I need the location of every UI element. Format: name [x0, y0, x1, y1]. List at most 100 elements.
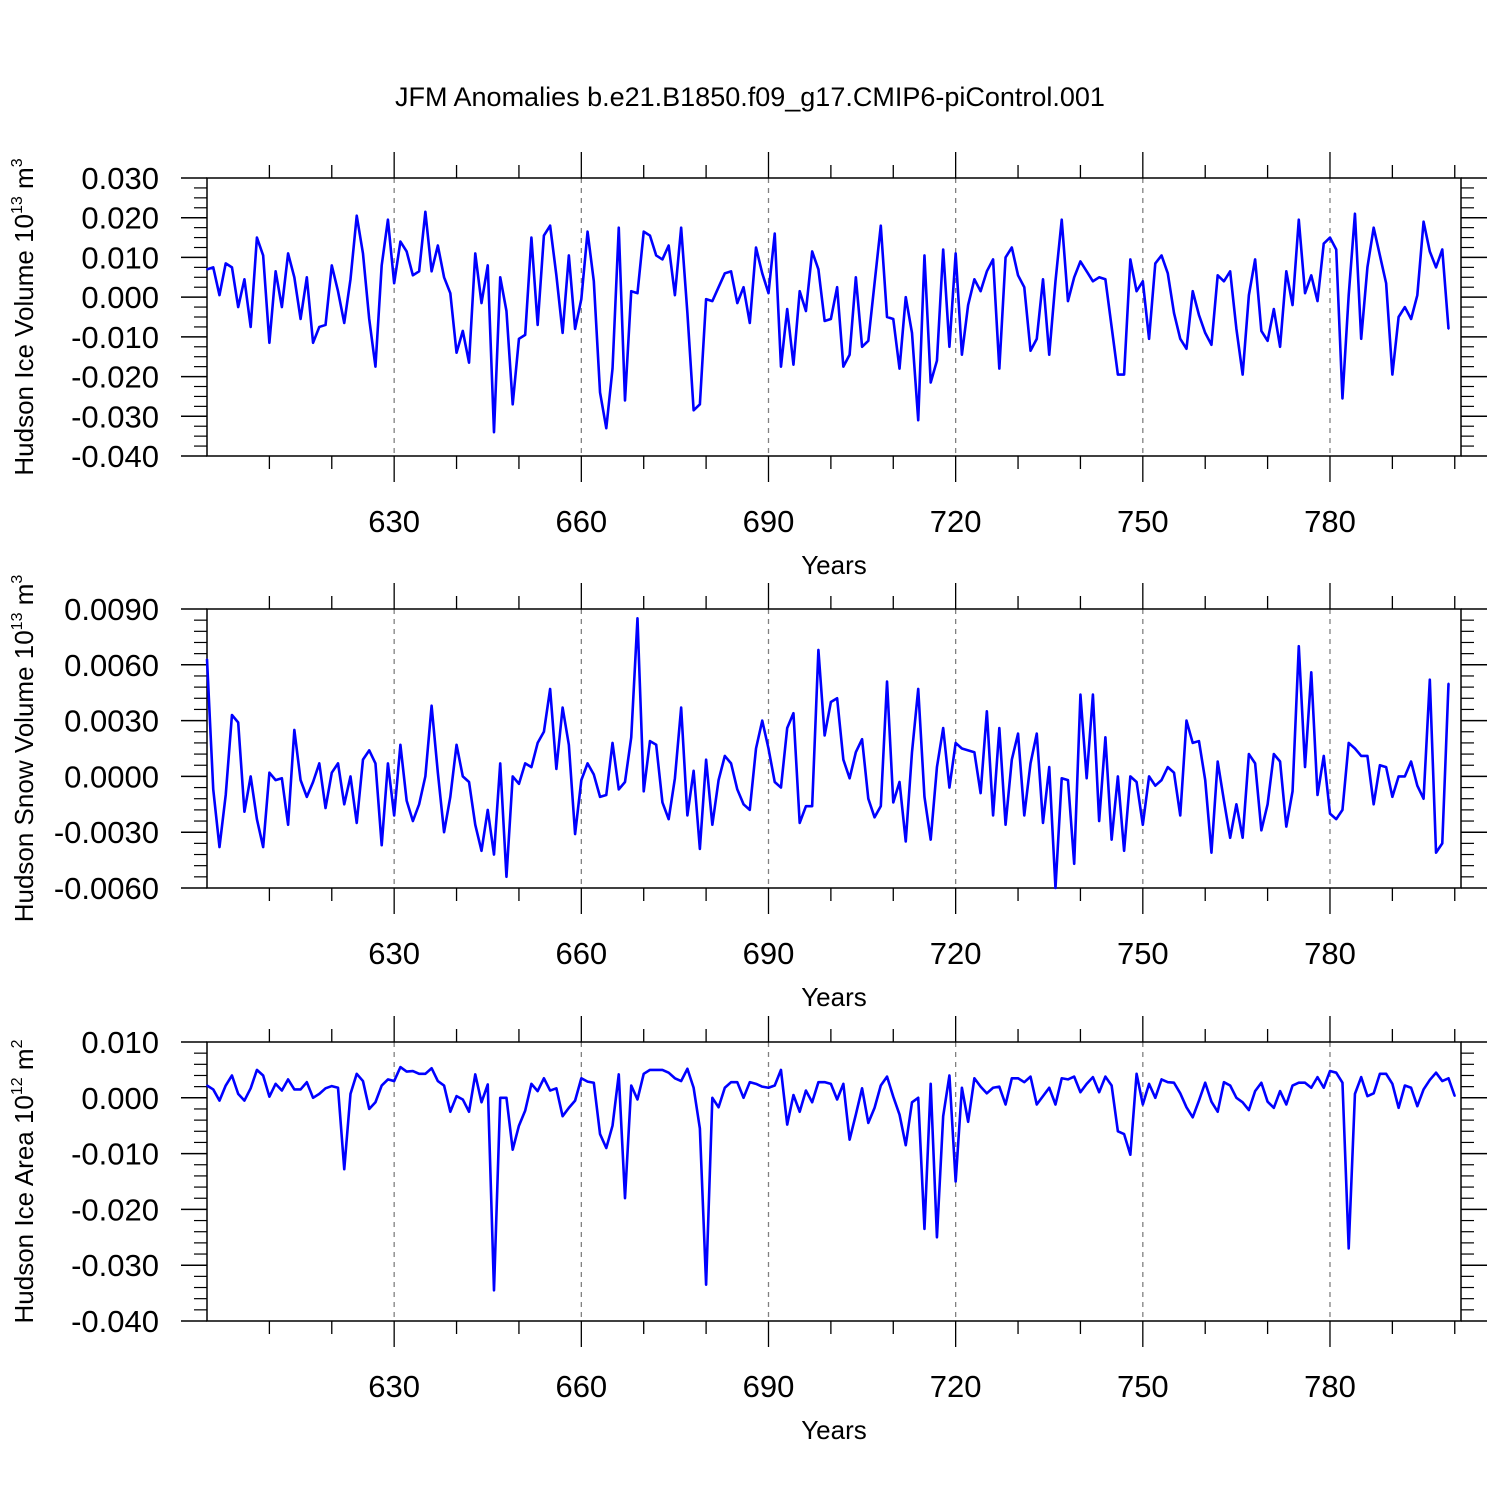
data-point [823, 1081, 826, 1084]
data-point [892, 1095, 895, 1098]
data-point [480, 849, 483, 852]
data-point [249, 775, 252, 778]
chart-panel-2: -0.0060 -0.0030 0.0000 0.0030 0.0060 0.0090 63… [9, 575, 1487, 1012]
data-point [418, 1072, 421, 1075]
data-point [262, 254, 265, 257]
data-point [237, 1092, 240, 1095]
data-point [1129, 1153, 1132, 1156]
data-point [767, 292, 770, 295]
data-point [505, 875, 508, 878]
data-point [499, 276, 502, 279]
data-point [580, 1077, 583, 1080]
data-point [511, 403, 514, 406]
data-point [567, 254, 570, 257]
data-point [667, 1071, 670, 1074]
x-tick-label-780: 780 [1304, 504, 1356, 539]
data-point [698, 403, 701, 406]
data-point [742, 286, 745, 289]
data-point [405, 799, 408, 802]
data-point [1010, 1077, 1013, 1080]
data-point [293, 276, 296, 279]
data-point [1129, 258, 1132, 261]
data-point [1042, 1095, 1044, 1098]
data-point [592, 1081, 595, 1084]
data-point [1235, 1096, 1238, 1099]
data-point [1372, 1092, 1375, 1095]
data-point [436, 244, 439, 247]
data-point [436, 1080, 439, 1082]
data-point [206, 1084, 208, 1087]
y-tick-label: 0.000 [81, 280, 159, 315]
data-point [848, 777, 851, 780]
y-tick-label: 0.0090 [64, 592, 159, 627]
data-point [1266, 803, 1269, 806]
data-point [1329, 812, 1331, 815]
series-points-3 [206, 1066, 1456, 1292]
data-point [1435, 1071, 1437, 1074]
data-point [842, 365, 845, 368]
data-point [1397, 1106, 1400, 1109]
data-point [985, 270, 988, 273]
data-point [1110, 1084, 1113, 1087]
data-point [942, 248, 945, 251]
x-axis-label: Years [801, 550, 867, 580]
data-point [274, 779, 277, 782]
data-point [362, 758, 364, 761]
data-point [1085, 1082, 1088, 1085]
data-point [767, 1086, 770, 1089]
data-point [1054, 887, 1057, 889]
plot-frame [206, 608, 1462, 889]
data-point [318, 326, 321, 328]
data-point [299, 1088, 302, 1091]
data-point [780, 1069, 782, 1071]
data-point [368, 318, 371, 320]
data-point [1279, 760, 1281, 763]
data-point [667, 818, 670, 821]
data-point [455, 351, 458, 354]
data-point [256, 1069, 258, 1071]
data-point [599, 391, 601, 394]
data-point [1304, 292, 1306, 295]
data-point [1073, 862, 1076, 865]
data-point [1366, 266, 1369, 269]
data-point [1166, 1081, 1169, 1084]
data-point [792, 1094, 795, 1096]
data-point [705, 758, 708, 761]
data-point [380, 1084, 383, 1087]
data-point [1347, 742, 1350, 744]
data-point [1129, 775, 1132, 778]
data-point [268, 1095, 271, 1098]
data-point [418, 803, 421, 806]
data-point [823, 320, 826, 322]
data-point [474, 252, 477, 255]
data-point [299, 779, 302, 782]
data-point [330, 264, 333, 267]
data-point [1322, 242, 1325, 245]
data-point [1335, 1071, 1338, 1074]
data-point [973, 1077, 976, 1080]
y-axis-label: Hudson Snow Volume 1013 m3 [9, 575, 39, 923]
data-point [549, 688, 552, 690]
data-point [518, 1124, 520, 1127]
data-point [592, 773, 595, 776]
data-point [917, 419, 920, 422]
data-point [649, 740, 651, 742]
data-point [1335, 248, 1338, 251]
data-point [293, 1088, 296, 1091]
data-point [1247, 294, 1250, 297]
data-point [212, 788, 215, 791]
data-point [1166, 272, 1169, 275]
data-point [817, 1081, 820, 1084]
data-point [411, 820, 414, 822]
data-point [249, 326, 252, 328]
data-point [1272, 753, 1275, 755]
data-point [936, 359, 938, 362]
data-point [586, 762, 589, 765]
data-point [405, 1070, 408, 1073]
data-point [873, 816, 876, 819]
data-point [337, 1086, 339, 1089]
data-point [711, 1096, 714, 1099]
data-point [742, 1096, 745, 1099]
data-point [942, 727, 945, 729]
data-point [1054, 1103, 1057, 1106]
